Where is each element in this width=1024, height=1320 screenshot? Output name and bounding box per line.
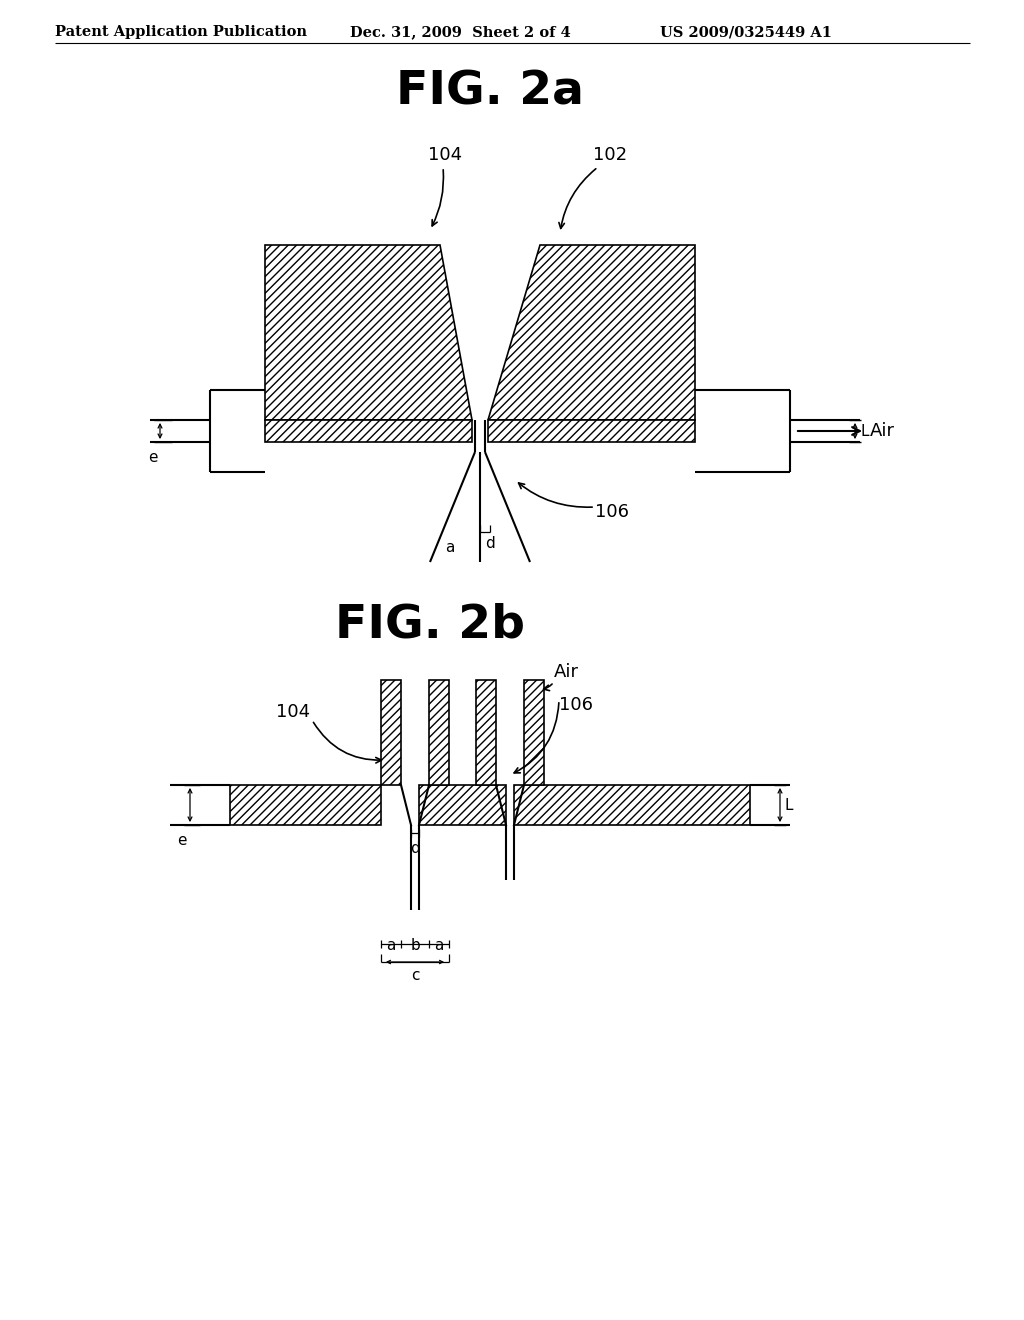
- Text: 106: 106: [559, 696, 593, 714]
- Text: FIG. 2b: FIG. 2b: [335, 602, 525, 648]
- Polygon shape: [265, 246, 472, 420]
- Text: L: L: [861, 424, 869, 438]
- Text: Dec. 31, 2009  Sheet 2 of 4: Dec. 31, 2009 Sheet 2 of 4: [350, 25, 570, 40]
- Text: a: a: [434, 939, 443, 953]
- Text: a: a: [445, 540, 455, 554]
- Text: c: c: [411, 968, 419, 983]
- Text: 104: 104: [275, 704, 310, 721]
- Bar: [230, 785, 381, 825]
- Bar: [265, 420, 472, 442]
- Bar: [514, 785, 750, 825]
- Text: e: e: [177, 833, 187, 847]
- Text: FIG. 2a: FIG. 2a: [396, 70, 584, 115]
- Text: Air: Air: [870, 422, 895, 440]
- Text: b: b: [411, 939, 420, 953]
- Text: e: e: [148, 450, 158, 465]
- Polygon shape: [488, 246, 695, 420]
- Text: Patent Application Publication: Patent Application Publication: [55, 25, 307, 40]
- Bar: [488, 420, 695, 442]
- Bar: [476, 680, 496, 785]
- Text: US 2009/0325449 A1: US 2009/0325449 A1: [660, 25, 831, 40]
- Bar: [419, 785, 506, 825]
- Bar: [381, 680, 401, 785]
- Text: 102: 102: [593, 147, 627, 164]
- Text: d: d: [485, 536, 495, 552]
- Text: Air: Air: [554, 663, 579, 681]
- Bar: [429, 680, 449, 785]
- Text: 104: 104: [428, 147, 462, 164]
- Text: 106: 106: [595, 503, 629, 521]
- Text: d: d: [411, 841, 420, 855]
- Text: a: a: [386, 939, 395, 953]
- Text: L: L: [785, 797, 794, 813]
- Bar: [524, 680, 544, 785]
